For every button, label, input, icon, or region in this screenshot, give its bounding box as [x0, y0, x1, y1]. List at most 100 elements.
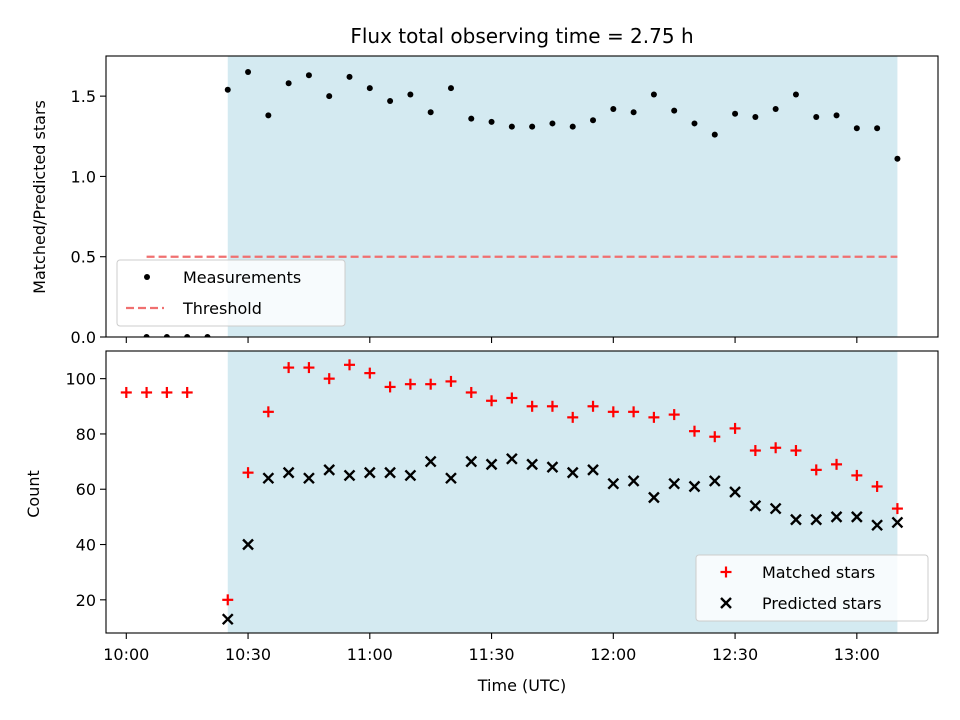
predicted-star-point-b	[850, 511, 863, 523]
matched-star-point	[161, 386, 173, 398]
axes-frame	[105, 55, 939, 338]
measurement-point	[529, 123, 536, 130]
matched-star-point	[648, 411, 660, 423]
measurement-point	[366, 85, 373, 92]
legend: Measurements Threshold	[116, 259, 346, 327]
measurement-point	[853, 125, 860, 132]
matched-star-point	[567, 411, 579, 423]
measurement-point	[143, 334, 150, 337]
matched-star-point	[222, 594, 234, 606]
matched-star-point	[364, 367, 376, 379]
matched-star-point	[871, 480, 883, 492]
matched-star-point	[891, 503, 903, 515]
legend-label: Measurements	[183, 268, 301, 287]
predicted-star-point-b	[323, 464, 336, 476]
predicted-star-point-b	[506, 452, 518, 465]
predicted-star-point	[708, 475, 721, 487]
measurement-point	[569, 123, 576, 130]
axes-frame	[105, 350, 939, 634]
y-tick-label: 20	[76, 591, 96, 610]
legend-box	[116, 259, 346, 327]
matched-star-point	[607, 406, 619, 418]
matched-star-point	[262, 406, 274, 418]
y-tick-label: 0.0	[71, 328, 96, 347]
measurement-point	[184, 334, 191, 337]
chart-title: Flux total observing time = 2.75 h	[350, 24, 693, 48]
matched-star-point	[120, 386, 132, 398]
predicted-star-point	[323, 464, 336, 476]
matched-star-point	[242, 467, 254, 479]
matched-star-point	[749, 445, 761, 457]
measurement-point	[671, 107, 678, 114]
measurement-point	[894, 155, 901, 162]
matched-star-point	[688, 425, 700, 437]
measurement-point	[468, 115, 475, 122]
legend-label: Predicted stars	[762, 594, 882, 613]
measurement-point	[407, 91, 414, 98]
predicted-star-point	[303, 472, 315, 485]
measurement-point	[711, 131, 718, 138]
matched-star-point	[486, 395, 498, 407]
matched-star-point	[303, 362, 315, 374]
measurement-point	[204, 334, 211, 337]
predicted-star-point	[384, 466, 396, 479]
matched-star-point	[323, 373, 335, 385]
predicted-star-point	[242, 538, 254, 551]
predicted-star-point-b	[891, 516, 904, 529]
measurement-point	[610, 105, 617, 112]
matched-star-point	[729, 422, 741, 434]
measurement-point	[447, 85, 454, 92]
predicted-star-point-b	[607, 477, 620, 490]
predicted-star-point-b	[688, 480, 701, 493]
x-tick-label: 11:00	[347, 645, 393, 664]
predicted-star-point	[607, 477, 620, 490]
predicted-star-point	[769, 502, 782, 515]
predicted-star-point-b	[708, 475, 721, 487]
matched-star-point	[587, 400, 599, 412]
matched-star-point	[546, 400, 558, 412]
matched-star-point	[526, 400, 538, 412]
predicted-star-point	[465, 455, 478, 468]
y-tick-label: 100	[65, 370, 96, 389]
predicted-star-point-b	[830, 511, 843, 523]
measurement-point	[772, 105, 779, 112]
legend-predicted-marker-b	[720, 597, 732, 609]
matched-star-point	[445, 375, 457, 387]
y-axis-label-bottom: Count	[24, 470, 43, 518]
predicted-star-point	[343, 469, 356, 482]
predicted-star-point	[627, 475, 640, 487]
predicted-star-point	[262, 472, 275, 485]
y-tick-label: 0.5	[71, 248, 96, 267]
x-tick-label: 10:30	[225, 645, 271, 664]
matched-star-point	[770, 442, 782, 454]
predicted-star-point	[546, 461, 559, 473]
measurement-point	[326, 93, 333, 100]
legend-label: Matched stars	[762, 563, 875, 582]
predicted-star-point-b	[871, 519, 883, 532]
x-axis-label: Time (UTC)	[477, 676, 566, 695]
matched-star-point	[668, 409, 680, 421]
predicted-star-point	[668, 477, 681, 490]
measurement-point	[650, 91, 657, 98]
predicted-star-point-b	[769, 502, 782, 515]
plot-area	[120, 359, 904, 626]
predicted-star-point	[891, 516, 904, 529]
predicted-star-point	[850, 511, 863, 523]
predicted-star-point-b	[729, 486, 741, 498]
measurement-point	[265, 112, 272, 119]
measurement-point	[305, 72, 312, 79]
predicted-star-point	[729, 486, 741, 498]
measurement-point	[508, 123, 515, 130]
matched-star-point	[810, 464, 822, 476]
predicted-star-point	[485, 458, 498, 471]
measurement-point	[813, 114, 820, 121]
measurement-point	[488, 118, 495, 125]
predicted-star-point-b	[668, 477, 681, 490]
predicted-star-point	[526, 458, 538, 471]
bottom-panel: 20 40 60 80 100 10:00 10:30 11:00 11:30 12:00 12:3…	[65, 350, 939, 664]
predicted-star-point-b	[627, 475, 640, 487]
matched-star-point	[404, 378, 416, 390]
y-tick-label: 60	[76, 480, 96, 499]
matched-star-point	[831, 458, 843, 470]
y-tick-label: 80	[76, 425, 96, 444]
